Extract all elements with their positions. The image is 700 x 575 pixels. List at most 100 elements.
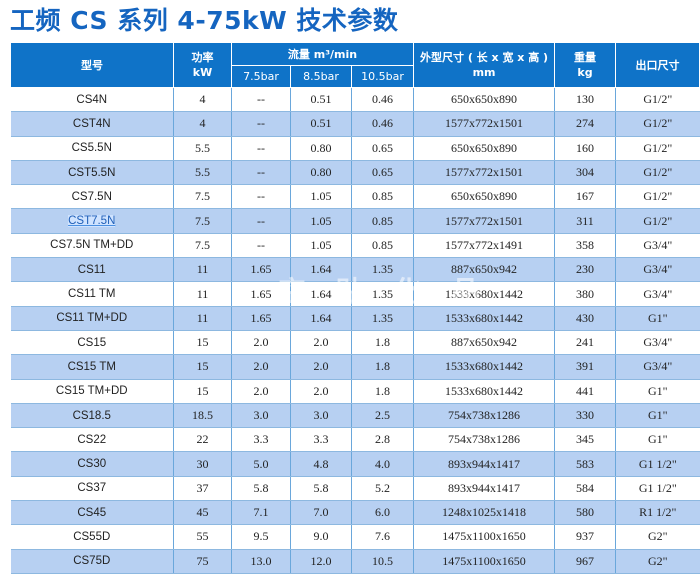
cell-weight: 345 xyxy=(554,427,617,453)
cell-flow-10-5bar: 1.35 xyxy=(351,257,415,283)
cell-model: CS7.5N xyxy=(10,184,174,210)
cell-flow-8-5bar: 0.80 xyxy=(290,136,352,161)
cell-flow-7-5bar: -- xyxy=(231,184,291,210)
cell-power: 4 xyxy=(173,87,232,113)
cell-flow-7-5bar: 9.5 xyxy=(231,524,291,550)
cell-outlet: G3/4" xyxy=(615,233,700,259)
table-row: CS4N 4 -- 0.51 0.46 650x650x890 130 G1/2" xyxy=(10,87,700,113)
cell-flow-8-5bar: 0.80 xyxy=(290,160,352,186)
cell-power: 11 xyxy=(173,257,232,283)
cell-dimensions: 1577x772x1501 xyxy=(413,111,556,137)
cell-weight: 230 xyxy=(554,257,617,283)
cell-flow-10-5bar: 1.8 xyxy=(351,354,415,380)
cell-flow-10-5bar: 0.85 xyxy=(351,184,415,210)
cell-flow-8-5bar: 1.05 xyxy=(290,233,352,259)
spec-table-body: CS4N 4 -- 0.51 0.46 650x650x890 130 G1/2" CST4N 4… xyxy=(10,87,700,574)
cell-flow-7-5bar: 2.0 xyxy=(231,354,291,380)
col-header-flow-8-5bar: 8.5bar xyxy=(290,64,352,88)
cell-flow-7-5bar: 2.0 xyxy=(231,330,291,356)
cell-weight: 430 xyxy=(554,306,617,331)
cell-outlet: G1" xyxy=(615,427,700,453)
selected-model-text[interactable]: CST7.5N xyxy=(68,215,116,228)
cell-power: 37 xyxy=(173,476,232,502)
cell-flow-10-5bar: 0.65 xyxy=(351,136,415,161)
cell-power: 15 xyxy=(173,330,232,356)
cell-outlet: G1 1/2" xyxy=(615,476,700,502)
cell-outlet: G1" xyxy=(615,403,700,429)
cell-flow-7-5bar: 5.0 xyxy=(231,451,291,477)
cell-flow-10-5bar: 0.85 xyxy=(351,233,415,259)
cell-outlet: G2" xyxy=(615,524,700,550)
col-header-model: 型号 xyxy=(10,42,174,88)
table-row: CS15 15 2.0 2.0 1.8 887x650x942 241 G3/4" xyxy=(10,330,700,356)
cell-power: 30 xyxy=(173,451,232,477)
cell-weight: 311 xyxy=(554,208,617,234)
cell-dimensions: 1577x772x1491 xyxy=(413,233,556,259)
cell-model: CS7.5N TM+DD xyxy=(10,233,174,259)
cell-power: 11 xyxy=(173,281,232,307)
cell-model: CST5.5N xyxy=(10,160,174,186)
cell-flow-8-5bar: 1.64 xyxy=(290,257,352,283)
cell-flow-7-5bar: -- xyxy=(231,233,291,259)
cell-outlet: G1/2" xyxy=(615,160,700,186)
cell-model: CS11 TM+DD xyxy=(10,306,174,331)
cell-weight: 160 xyxy=(554,136,617,161)
cell-weight: 937 xyxy=(554,524,617,550)
cell-dimensions: 1533x680x1442 xyxy=(413,354,556,380)
cell-flow-8-5bar: 1.64 xyxy=(290,306,352,331)
table-row: CS11 11 1.65 1.64 1.35 887x650x942 230 G3/4" xyxy=(10,257,700,283)
cell-outlet: G1" xyxy=(615,379,700,404)
cell-dimensions: 754x738x1286 xyxy=(413,427,556,453)
cell-model: CS18.5 xyxy=(10,403,174,429)
table-row: CS22 22 3.3 3.3 2.8 754x738x1286 345 G1" xyxy=(10,427,700,453)
cell-model: CS22 xyxy=(10,427,174,453)
col-header-flow: 流量 m³/min xyxy=(230,42,415,66)
cell-outlet: R1 1/2" xyxy=(615,500,700,526)
cell-flow-10-5bar: 0.46 xyxy=(351,111,415,137)
cell-flow-7-5bar: 2.0 xyxy=(231,379,291,404)
cell-weight: 130 xyxy=(554,87,617,113)
cell-power: 55 xyxy=(173,524,232,550)
cell-flow-8-5bar: 4.8 xyxy=(290,451,352,477)
cell-flow-7-5bar: 13.0 xyxy=(231,549,291,574)
cell-weight: 967 xyxy=(554,549,617,574)
cell-weight: 330 xyxy=(554,403,617,429)
cell-flow-7-5bar: 5.8 xyxy=(231,476,291,502)
cell-power: 4 xyxy=(173,111,232,137)
cell-flow-10-5bar: 1.35 xyxy=(351,281,415,307)
cell-flow-10-5bar: 5.2 xyxy=(351,476,415,502)
cell-dimensions: 650x650x890 xyxy=(413,184,556,210)
cell-dimensions: 1533x680x1442 xyxy=(413,281,556,307)
cell-dimensions: 650x650x890 xyxy=(413,136,556,161)
cell-model: CS5.5N xyxy=(10,136,174,161)
col-header-weight-unit: kg xyxy=(577,66,593,79)
cell-power: 7.5 xyxy=(173,208,232,234)
cell-weight: 391 xyxy=(554,354,617,380)
cell-weight: 358 xyxy=(554,233,617,259)
table-row: CS45 45 7.1 7.0 6.0 1248x1025x1418 580 R1 1/2" xyxy=(10,500,700,526)
cell-model: CST7.5N xyxy=(10,208,174,234)
col-header-flow-7-5bar: 7.5bar xyxy=(231,64,291,88)
cell-outlet: G1" xyxy=(615,306,700,331)
cell-dimensions: 1533x680x1442 xyxy=(413,306,556,331)
col-header-outlet: 出口尺寸 xyxy=(615,42,700,88)
cell-model: CS45 xyxy=(10,500,174,526)
cell-power: 75 xyxy=(173,549,232,574)
cell-weight: 583 xyxy=(554,451,617,477)
cell-flow-8-5bar: 3.3 xyxy=(290,427,352,453)
cell-dimensions: 1475x1100x1650 xyxy=(413,549,556,574)
table-row: CS15 TM 15 2.0 2.0 1.8 1533x680x1442 391 G3/4" xyxy=(10,354,700,380)
cell-model: CS15 TM+DD xyxy=(10,379,174,404)
cell-flow-10-5bar: 0.65 xyxy=(351,160,415,186)
cell-flow-8-5bar: 9.0 xyxy=(290,524,352,550)
cell-weight: 274 xyxy=(554,111,617,137)
cell-power: 11 xyxy=(173,306,232,331)
cell-dimensions: 1577x772x1501 xyxy=(413,208,556,234)
cell-flow-8-5bar: 0.51 xyxy=(290,87,352,113)
cell-flow-10-5bar: 4.0 xyxy=(351,451,415,477)
col-header-dimensions-label: 外型尺寸 ( 长 x 宽 x 高 ) xyxy=(420,51,549,64)
cell-model: CS75D xyxy=(10,549,174,574)
cell-flow-10-5bar: 2.5 xyxy=(351,403,415,429)
cell-weight: 304 xyxy=(554,160,617,186)
table-row: CS55D 55 9.5 9.0 7.6 1475x1100x1650 937 G2" xyxy=(10,524,700,550)
